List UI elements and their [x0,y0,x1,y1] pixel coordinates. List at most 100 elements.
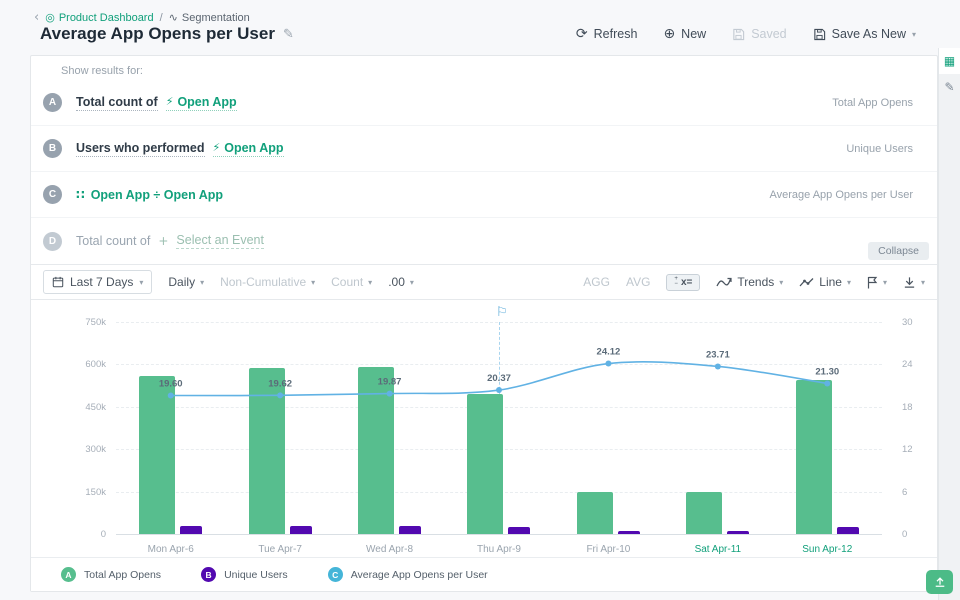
select-event-placeholder[interactable]: Select an Event [176,233,264,249]
segmentation-icon: ∿ [168,11,178,24]
save-icon [732,28,745,41]
count-type-selector[interactable]: Total count of [76,94,158,111]
page-title-text: Average App Opens per User [40,24,275,43]
formula-toggle-button[interactable]: + − x= [666,273,701,291]
save-as-new-label: Save As New [831,27,906,41]
bar-total-app-opens[interactable] [686,491,723,534]
bar-unique-users[interactable] [836,526,859,534]
calendar-icon [52,276,64,288]
line-point[interactable] [386,390,393,397]
bar-unique-users[interactable] [508,527,531,534]
download-icon [903,276,916,289]
gridline [116,534,882,535]
bar-group [773,322,882,534]
line-point[interactable] [714,363,721,370]
event-row-b: B Users who performed ⚡ Open App Unique … [31,126,937,172]
formula-row-c: C ∷ Open App ÷ Open App Average App Open… [31,172,937,218]
collapse-button[interactable]: Collapse [868,242,929,260]
refresh-button[interactable]: ⟳ Refresh [576,27,638,41]
annotations-dropdown[interactable]: ▾ [867,276,887,289]
plus-icon: + [158,234,169,248]
event-selector[interactable]: ⚡ Open App [165,94,237,111]
bar-total-app-opens[interactable] [467,393,504,534]
legend-item[interactable]: B Unique Users [201,567,288,582]
edit-title-icon[interactable]: ✎ [282,26,294,42]
trends-icon [716,277,732,288]
count-type-selector[interactable]: Users who performed [76,140,205,157]
trends-dropdown[interactable]: Trends ▾ [716,275,783,289]
line-point[interactable] [824,380,831,387]
formula-text: Open App ÷ Open App [90,187,224,202]
line-chart-icon [799,277,814,288]
line-value-label: 23.71 [706,349,730,360]
x-axis-labels: Mon Apr-6 Tue Apr-7 Wed Apr-8 Thu Apr-9 Fri … [116,544,882,555]
annotation-flag-icon[interactable]: ⚐ [496,305,508,320]
plot-area[interactable]: ⚐ 19.60 19.62 19.87 20.37 24.12 23.71 21.30 [116,305,882,535]
line-point[interactable] [277,392,284,399]
y-tick-left: 0 [100,529,106,540]
share-fab-button[interactable] [926,570,953,594]
breadcrumb-dashboard-link[interactable]: ◎ Product Dashboard [45,11,153,24]
new-button[interactable]: ⊕ New [663,27,706,41]
bar-total-app-opens[interactable] [576,491,613,534]
x-axis-label: Sat Apr-11 [694,544,742,555]
legend-badge: B [201,567,217,582]
export-dropdown[interactable]: ▾ [903,276,925,289]
saved-button[interactable]: Saved [732,27,787,41]
table-icon: ▦ [943,54,956,68]
interval-dropdown[interactable]: Daily ▾ [168,275,204,289]
row-definition: Total count of + Select an Event [76,233,264,249]
show-results-label: Show results for: [61,65,143,77]
bar-unique-users[interactable] [727,531,750,534]
bar-total-app-opens[interactable] [139,376,176,534]
decimals-dropdown[interactable]: .00 ▾ [388,275,414,289]
event-name: Open App [177,94,237,109]
average-line-layer: 19.60 19.62 19.87 20.37 24.12 23.71 21.30 [159,347,839,399]
chevron-down-icon: ▾ [368,277,373,287]
pencil-icon: ✎ [944,80,955,94]
formula-expression[interactable]: ∷ Open App ÷ Open App [76,187,223,202]
y-tick-right: 6 [902,486,908,498]
avg-button[interactable]: AVG [625,275,651,289]
legend-item[interactable]: A Total App Opens [61,567,161,582]
x-axis-label: Tue Apr-7 [258,544,302,555]
back-icon[interactable]: ‹ [34,10,40,25]
line-point[interactable] [496,387,502,394]
bar-unique-users[interactable] [399,525,422,534]
measure-dropdown[interactable]: Count ▾ [331,275,372,289]
bar-total-app-opens[interactable] [795,379,832,534]
chevron-down-icon: ▾ [409,277,414,287]
y-tick-right: 0 [902,529,908,540]
legend-item[interactable]: C Average App Opens per User [327,567,488,582]
refresh-icon: ⟳ [575,26,588,42]
legend-badge: A [61,567,76,582]
date-range-dropdown[interactable]: Last 7 Days ▾ [43,270,153,294]
line-value-label: 24.12 [597,347,621,358]
chart-type-dropdown[interactable]: Line ▾ [799,275,851,289]
x-axis-label: Thu Apr-9 [477,544,521,555]
line-point[interactable] [167,392,174,399]
bar-unique-users[interactable] [289,525,312,534]
trends-value: Trends [737,275,775,289]
chart-toolbar: Last 7 Days ▾ Daily ▾ Non-Cumulative ▾ C… [31,264,937,300]
line-value-label: 19.87 [378,377,402,388]
x-axis-label: Mon Apr-6 [147,544,194,555]
accumulation-dropdown[interactable]: Non-Cumulative ▾ [220,275,315,289]
legend-badge: C [327,567,343,582]
save-as-new-button[interactable]: Save As New ▾ [813,27,916,41]
event-selector[interactable]: ⚡ Open App [212,140,284,157]
legend-label: Unique Users [224,568,288,581]
line-point[interactable] [605,360,612,367]
y-tick-left: 750k [85,317,106,328]
breadcrumb: ‹ ◎ Product Dashboard / ∿ Segmentation [34,10,250,25]
annotate-panel-button[interactable]: ✎ [939,74,960,100]
bar-unique-users[interactable] [617,531,640,534]
bar-unique-users[interactable] [180,525,203,534]
y-tick-left: 450k [85,401,106,413]
line-value-label: 20.37 [487,373,511,384]
chart-type-value: Line [819,275,842,289]
agg-button[interactable]: AGG [583,275,610,289]
data-table-panel-button[interactable]: ▦ [939,48,960,74]
event-name: Open App [224,140,284,155]
chevron-down-icon: ▾ [911,29,916,39]
